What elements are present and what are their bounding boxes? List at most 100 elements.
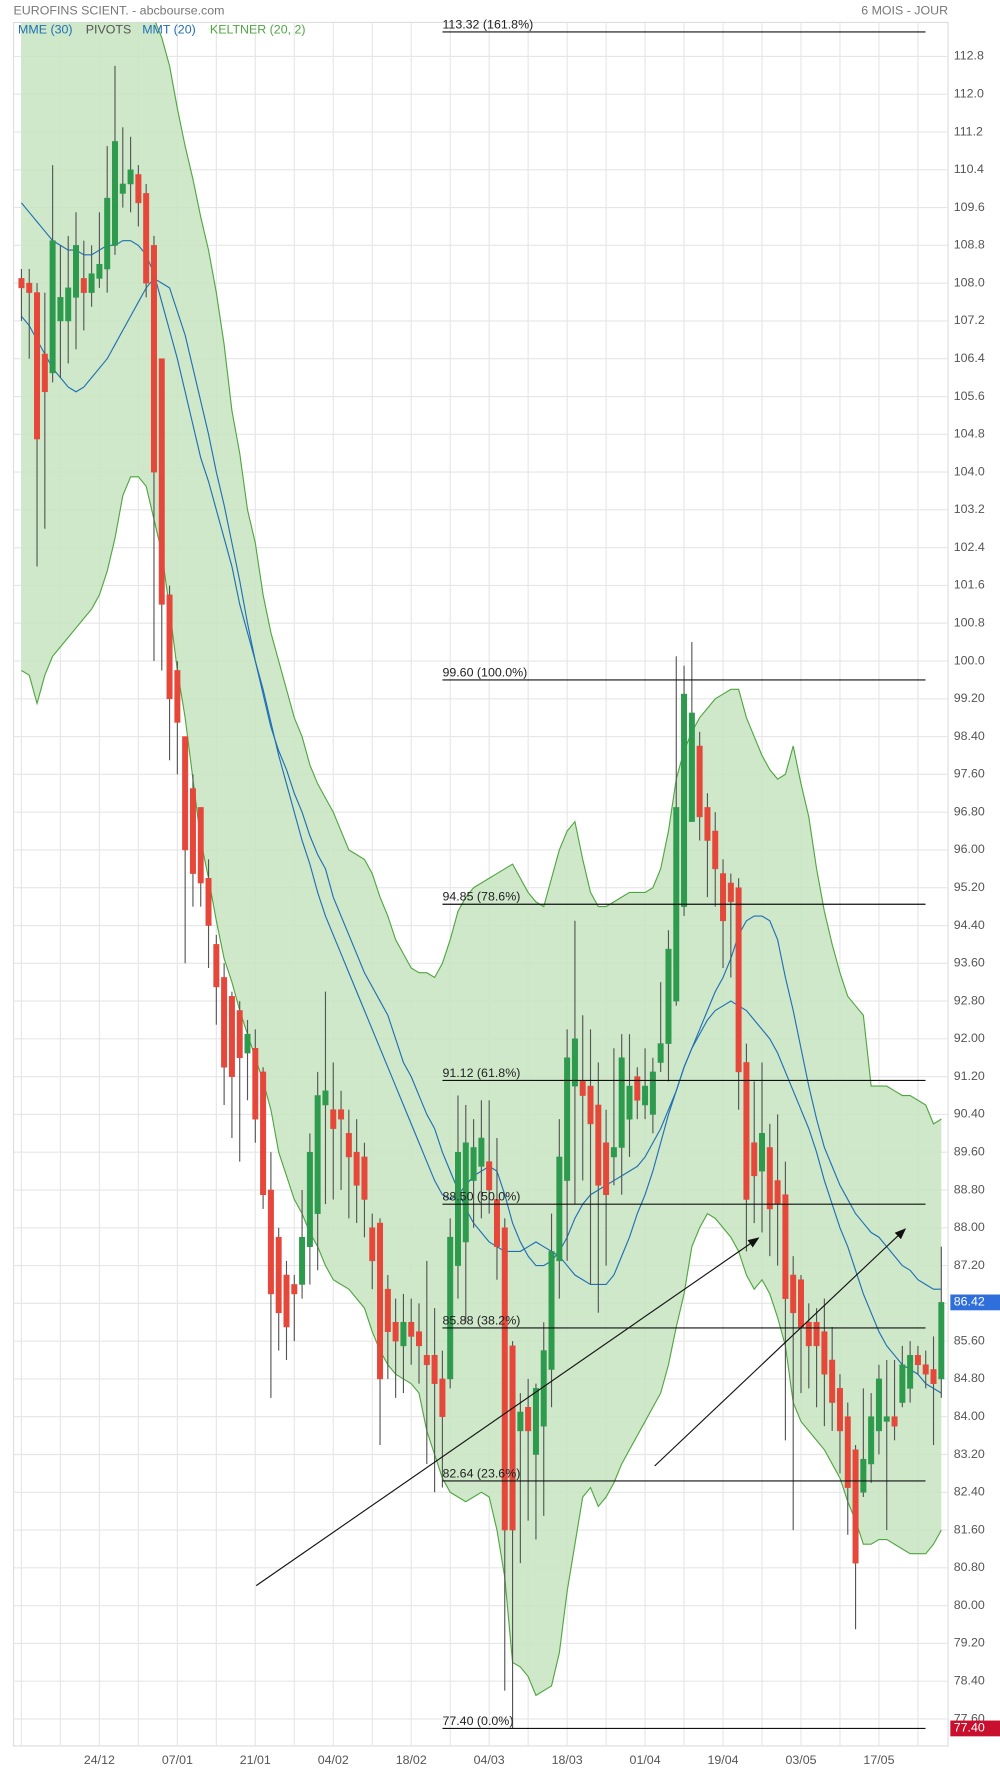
y-tick-label: 106.4	[954, 351, 985, 365]
candle-body	[80, 278, 87, 293]
candle-body	[774, 1180, 781, 1205]
x-tick-label: 18/03	[552, 1753, 583, 1767]
candle-body	[150, 245, 157, 473]
candle-body	[657, 1043, 664, 1063]
candle-body	[587, 1085, 594, 1125]
candle-body	[626, 1085, 633, 1120]
x-tick-label: 04/02	[318, 1753, 349, 1767]
y-tick-label: 96.00	[954, 842, 985, 856]
candle-body	[665, 948, 672, 1044]
candle-body	[244, 1033, 251, 1054]
y-tick-label: 109.6	[954, 200, 985, 214]
candle-body	[400, 1321, 407, 1347]
candle-body	[228, 996, 235, 1077]
candle-body	[143, 193, 150, 284]
x-tick-label: 17/05	[863, 1753, 894, 1767]
candle-body	[821, 1331, 828, 1375]
y-tick-label: 80.80	[954, 1560, 985, 1574]
candle-body	[423, 1355, 430, 1366]
trendlines	[255, 1228, 907, 1587]
candle-body	[462, 1142, 469, 1243]
y-tick-label: 88.00	[954, 1220, 985, 1234]
keltner-upper	[154, 22, 942, 1125]
candle-body	[57, 297, 64, 322]
candle-body	[649, 1071, 656, 1115]
candle-body	[18, 278, 25, 289]
candle-body	[571, 1038, 578, 1087]
y-tick-label: 92.80	[954, 993, 985, 1007]
candle-body	[330, 1109, 337, 1129]
y-tick-label: 107.2	[954, 313, 985, 327]
candle-body	[65, 287, 72, 322]
chart-title: EUROFINS SCIENT. - abcbourse.com	[14, 3, 225, 17]
y-tick-label: 81.60	[954, 1522, 985, 1536]
x-tick-label: 21/01	[240, 1753, 271, 1767]
candle-body	[299, 1236, 306, 1285]
candle-body	[907, 1355, 914, 1389]
candle-body	[439, 1378, 446, 1417]
candle-body	[836, 1388, 843, 1432]
candle-body	[681, 693, 688, 907]
candle-body	[696, 745, 703, 818]
candle-body	[283, 1274, 290, 1328]
candle-body	[213, 944, 220, 988]
candle-body	[470, 1147, 477, 1181]
candle-body	[369, 1227, 376, 1262]
candle-body	[260, 1071, 267, 1196]
candle-body	[688, 712, 695, 822]
candle-body	[595, 1104, 602, 1186]
candle-body	[868, 1416, 875, 1465]
candle-body	[829, 1359, 836, 1403]
y-tick-label: 84.00	[954, 1409, 985, 1423]
y-tick-label: 79.20	[954, 1636, 985, 1650]
candle-body	[361, 1156, 368, 1200]
candle-body	[166, 594, 173, 700]
candle-body	[96, 263, 103, 279]
candle-body	[548, 1251, 555, 1370]
y-tick-label: 98.40	[954, 729, 985, 743]
y-tick-label: 111.2	[954, 124, 983, 138]
candle-body	[73, 245, 80, 298]
fibonacci-label: 91.12 (61.8%)	[442, 1066, 520, 1080]
candle-body	[727, 882, 734, 903]
y-tick-label: 105.6	[954, 389, 985, 403]
candle-body	[759, 1133, 766, 1172]
fibonacci-label: 85.88 (38.2%)	[442, 1313, 520, 1327]
y-tick-label: 104.8	[954, 427, 985, 441]
y-tick-label: 108.8	[954, 238, 985, 252]
y-tick-label: 110.4	[954, 162, 984, 176]
candle-body	[174, 670, 181, 723]
candle-body	[493, 1199, 500, 1247]
candle-body	[486, 1161, 493, 1191]
candle-body	[797, 1279, 804, 1328]
candle-body	[182, 736, 189, 851]
candle-body	[408, 1321, 415, 1337]
candle-body	[883, 1416, 890, 1422]
y-tick-label: 82.40	[954, 1485, 985, 1499]
y-tick-label: 102.4	[954, 540, 985, 554]
candle-body	[930, 1369, 937, 1384]
legend-item: PIVOTS	[86, 23, 131, 37]
candle-body	[805, 1321, 812, 1347]
axis-layer: 77.6078.4079.2080.0080.8081.6082.4083.20…	[84, 49, 1000, 1767]
candle-body	[579, 1081, 586, 1096]
candle-body	[478, 1137, 485, 1167]
x-tick-label: 24/12	[84, 1753, 115, 1767]
y-tick-label: 101.6	[954, 578, 985, 592]
y-tick-label: 85.60	[954, 1333, 985, 1347]
y-tick-label: 80.00	[954, 1598, 985, 1612]
y-tick-label: 112.0	[954, 87, 984, 101]
candle-body	[431, 1355, 438, 1384]
candle-body	[509, 1345, 516, 1531]
candle-body	[751, 1142, 758, 1177]
candle-body	[392, 1321, 399, 1342]
y-tick-label: 78.40	[954, 1673, 985, 1687]
candle-body	[135, 174, 142, 204]
candle-body	[517, 1411, 524, 1432]
trendline	[654, 1228, 907, 1467]
y-tick-label: 100.8	[954, 616, 985, 630]
fibonacci-label: 113.32 (161.8%)	[442, 17, 533, 31]
low-price-badge	[950, 1720, 1000, 1737]
